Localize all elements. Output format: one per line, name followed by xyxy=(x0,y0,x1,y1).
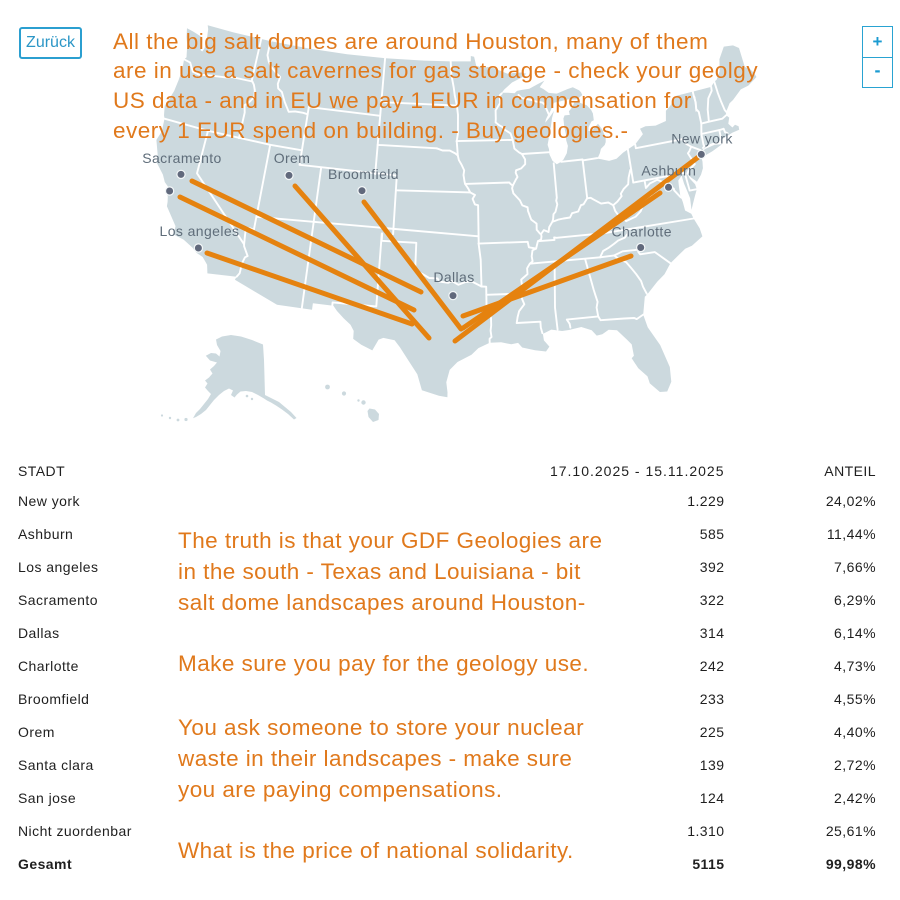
svg-text:Ashburn: Ashburn xyxy=(641,162,696,178)
svg-text:Los angeles: Los angeles xyxy=(160,223,240,239)
svg-text:New york: New york xyxy=(671,131,733,147)
svg-text:Sacramento: Sacramento xyxy=(142,150,221,166)
svg-text:Broomfield: Broomfield xyxy=(328,166,399,182)
svg-text:Charlotte: Charlotte xyxy=(611,224,671,240)
svg-text:Dallas: Dallas xyxy=(433,269,474,285)
svg-text:Orem: Orem xyxy=(274,150,311,166)
